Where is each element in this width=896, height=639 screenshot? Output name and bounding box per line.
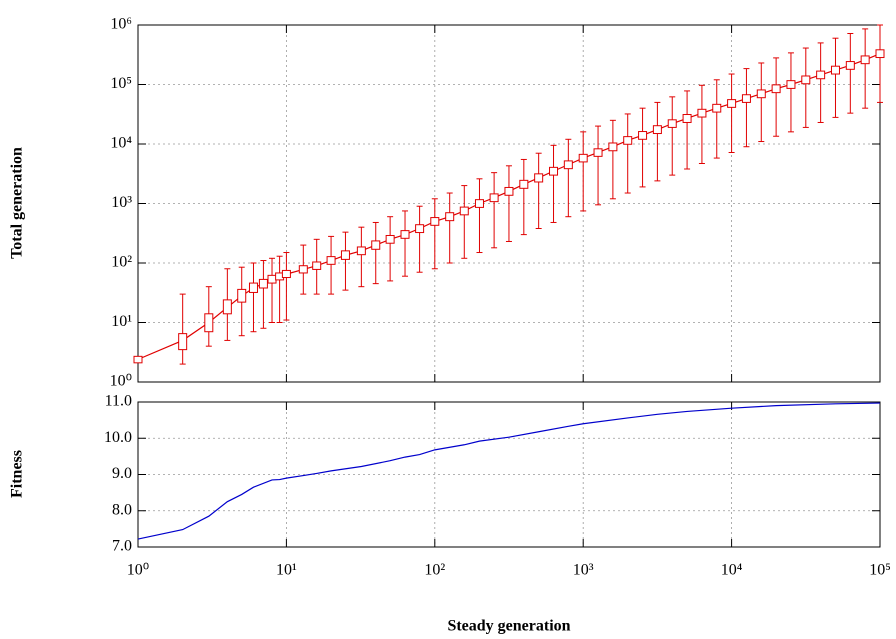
box	[415, 224, 425, 234]
box	[563, 160, 573, 170]
box	[204, 313, 214, 333]
box	[222, 299, 232, 315]
box	[756, 89, 766, 99]
y-tick-label: 11.0	[105, 393, 132, 410]
box	[638, 131, 648, 140]
y-tick-label: 10⁴	[110, 135, 132, 152]
box	[608, 142, 618, 152]
y-tick-label: 10³	[111, 194, 132, 211]
box	[267, 274, 277, 284]
box	[830, 65, 840, 75]
box	[340, 250, 350, 260]
box	[459, 206, 469, 216]
x-axis-label: Steady generation	[447, 618, 570, 635]
plot-frame	[137, 401, 881, 548]
box	[697, 108, 707, 118]
box	[298, 265, 308, 274]
box	[385, 234, 395, 244]
box	[504, 186, 514, 196]
box	[593, 148, 603, 157]
box	[727, 99, 737, 108]
y-tick-label: 9.0	[112, 465, 132, 482]
box	[312, 261, 322, 270]
box	[474, 199, 484, 208]
box	[786, 80, 796, 89]
plot-frame	[137, 24, 881, 383]
box	[845, 61, 855, 70]
box	[682, 114, 692, 123]
box	[400, 230, 410, 239]
box	[623, 136, 633, 145]
box	[430, 217, 440, 226]
x-tick-label: 10⁵	[869, 562, 891, 579]
box	[519, 179, 529, 189]
box	[445, 212, 455, 222]
box	[326, 256, 336, 265]
y-tick-label: 10.0	[104, 429, 132, 446]
x-tick-label: 10²	[424, 562, 445, 579]
box	[860, 55, 870, 65]
box	[549, 166, 559, 176]
box	[489, 193, 499, 203]
box	[133, 355, 143, 364]
box	[875, 49, 885, 59]
y-tick-label: 8.0	[112, 501, 132, 518]
y-tick-label: 10⁶	[110, 16, 132, 33]
box	[248, 282, 258, 293]
y-tick-label: 10¹	[111, 313, 132, 330]
box	[578, 153, 588, 163]
box	[178, 333, 188, 351]
box	[801, 75, 811, 85]
y-axis-label: Fitness	[9, 450, 26, 498]
box	[534, 173, 544, 183]
y-tick-label: 10²	[111, 254, 132, 271]
box	[237, 288, 247, 303]
box	[741, 94, 751, 103]
box	[712, 103, 722, 113]
box	[356, 246, 366, 256]
x-tick-label: 10¹	[276, 562, 297, 579]
y-tick-label: 10⁵	[110, 75, 132, 92]
y-axis-label: Total generation	[9, 147, 26, 259]
x-tick-label: 10³	[573, 562, 594, 579]
box	[371, 240, 381, 250]
box	[816, 70, 826, 80]
box	[258, 278, 268, 289]
box	[667, 119, 677, 128]
box	[771, 84, 781, 94]
y-tick-label: 10⁰	[110, 373, 132, 390]
x-tick-label: 10⁴	[721, 562, 743, 579]
x-tick-label: 10⁰	[127, 562, 149, 579]
box	[652, 125, 662, 135]
y-tick-label: 7.0	[112, 538, 132, 555]
box	[281, 269, 291, 279]
fitness-line	[137, 402, 881, 540]
